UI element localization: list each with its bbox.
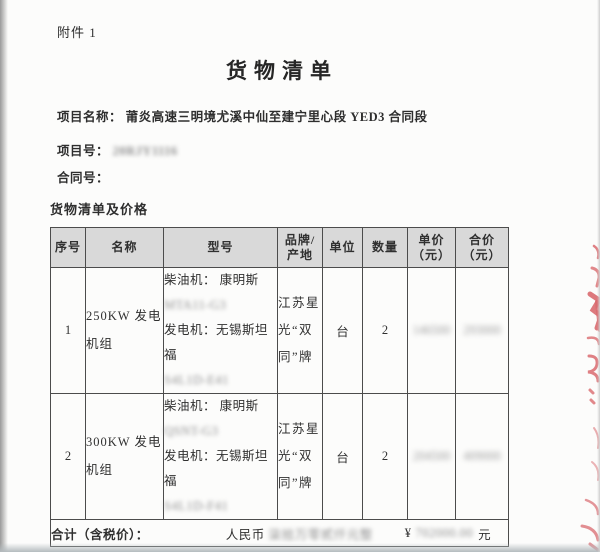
row-name: 300KW 发电机组 — [85, 393, 164, 520]
project-name-value: 莆炎高速三明境尤溪中仙至建宁里心段 YED3 合同段 — [125, 110, 428, 124]
header-serial: 序号 — [50, 227, 86, 268]
contract-number-line: 合同号： — [57, 167, 109, 186]
header-unit-price: 单价 （元） — [407, 227, 456, 268]
scan-edge-bottom — [0, 543, 600, 552]
row-unit: 台 — [322, 267, 363, 394]
yuan-suffix: 元 — [478, 527, 492, 542]
row-unit: 台 — [322, 393, 363, 520]
row-unit-price: 204500 — [407, 393, 456, 520]
row-model: 柴油机： 康明斯 MTA11-G3 发电机：无锡斯坦福 S4L1D-E41 — [163, 267, 278, 394]
header-unit: 单位 — [322, 227, 363, 268]
project-number-label: 项目号： — [57, 144, 110, 158]
table-row: 2 300KW 发电机组 柴油机： 康明斯 QSNT-G3 发电机：无锡斯坦福 … — [50, 393, 509, 520]
row-total-price: 293000 — [455, 267, 509, 394]
section-heading: 货物清单及价格 — [50, 202, 149, 217]
model-generator-redacted: S4L1D-E41 — [164, 373, 229, 387]
row-brand: 江苏星光“双同”牌 — [277, 267, 323, 394]
total-label: 合计（含税价）： — [51, 527, 149, 542]
yen-sign: ¥ — [404, 525, 412, 540]
row-serial: 1 — [50, 267, 86, 394]
table-header-row: 序号 名称 型号 品牌/ 产地 单位 数量 单价 （元） 合价 （元） — [50, 227, 509, 268]
model-diesel-redacted: QSNT-G3 — [164, 424, 219, 438]
row-quantity: 2 — [362, 267, 408, 394]
table-row: 1 250KW 发电机组 柴油机： 康明斯 MTA11-G3 发电机：无锡斯坦福… — [50, 267, 509, 394]
scan-edge-left — [0, 0, 8, 552]
row-total-price: 409000 — [455, 393, 509, 520]
document-title: 货物清单 — [226, 59, 338, 83]
header-name: 名称 — [85, 227, 164, 268]
project-number-line: 项目号： 20RJY1116 — [57, 140, 178, 159]
table-total-row: 合计（含税价）： 人民币 柒拾万零贰仟元整 ¥ 702000.00 元 — [50, 519, 509, 547]
project-name-label: 项目名称： — [57, 110, 123, 124]
amount-numeric-redacted: 702000.00 — [415, 525, 474, 540]
model-diesel-line: 柴油机： 康明斯 — [164, 399, 259, 413]
row-brand: 江苏星光“双同”牌 — [277, 393, 323, 520]
contract-number-label: 合同号： — [57, 171, 110, 185]
currency-prefix: 人民币 — [225, 527, 265, 542]
total-price-redacted: 409000 — [463, 449, 501, 463]
model-generator-line: 发电机：无锡斯坦福 — [164, 449, 269, 488]
header-model: 型号 — [163, 227, 278, 268]
header-brand-origin: 品牌/ 产地 — [277, 227, 323, 268]
total-price-redacted: 293000 — [463, 323, 501, 337]
header-quantity: 数量 — [362, 227, 408, 268]
goods-table: 序号 名称 型号 品牌/ 产地 单位 数量 单价 （元） 合价 （元） 1 25… — [50, 227, 509, 547]
model-generator-line: 发电机：无锡斯坦福 — [164, 323, 269, 362]
row-unit-price: 146500 — [407, 267, 456, 394]
unit-price-redacted: 204500 — [412, 449, 451, 463]
amount-in-words-redacted: 柒拾万零贰仟元整 — [268, 527, 373, 542]
total-cell: 合计（含税价）： 人民币 柒拾万零贰仟元整 ¥ 702000.00 元 — [50, 519, 509, 547]
scan-edge-right — [597, 0, 600, 552]
project-number-redacted-value: 20RJY1116 — [112, 144, 178, 158]
model-diesel-line: 柴油机： 康明斯 — [164, 273, 259, 287]
model-diesel-redacted: MTA11-G3 — [164, 298, 227, 312]
header-total-price: 合价 （元） — [455, 227, 509, 268]
row-model: 柴油机： 康明斯 QSNT-G3 发电机：无锡斯坦福 S4L1D-F41 — [163, 393, 278, 520]
row-name: 250KW 发电机组 — [85, 267, 164, 394]
row-quantity: 2 — [362, 393, 408, 520]
model-generator-redacted: S4L1D-F41 — [164, 499, 229, 513]
row-serial: 2 — [50, 393, 86, 520]
attachment-label: 附件 1 — [57, 25, 97, 40]
project-name-line: 项目名称： 莆炎高速三明境尤溪中仙至建宁里心段 YED3 合同段 — [57, 106, 428, 125]
unit-price-redacted: 146500 — [412, 323, 451, 337]
